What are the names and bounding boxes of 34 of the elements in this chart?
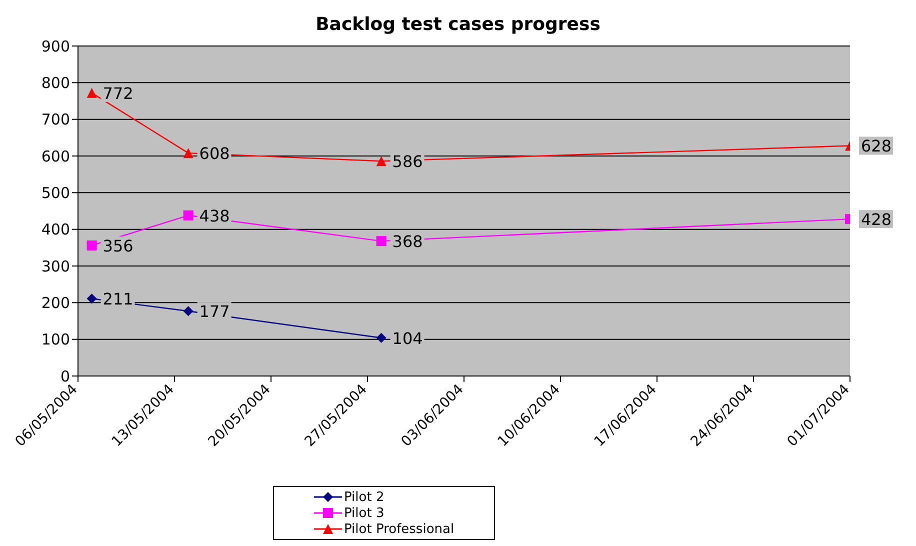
data-label: 628 xyxy=(861,136,892,156)
point xyxy=(86,88,97,98)
legend-label: Pilot Professional xyxy=(344,522,454,536)
data-label: 356 xyxy=(102,236,134,256)
data-label: 104 xyxy=(392,328,423,348)
data-label: 772 xyxy=(102,84,134,103)
y-tick-label: 400 xyxy=(41,220,70,239)
y-tick-label: 600 xyxy=(41,147,70,166)
point xyxy=(376,156,386,166)
y-tick-label: 200 xyxy=(41,294,70,312)
y-tick-label: 0 xyxy=(60,367,70,386)
point xyxy=(376,236,386,246)
point xyxy=(86,240,97,250)
y-tick-label: 300 xyxy=(41,257,70,276)
point xyxy=(183,306,194,316)
y-tick-label: 700 xyxy=(41,110,70,129)
point xyxy=(183,148,194,158)
data-label: 428 xyxy=(861,210,892,230)
point xyxy=(376,332,386,343)
data-label: 211 xyxy=(102,290,134,309)
chart-title: Backlog test cases progress xyxy=(316,14,600,35)
data-label: 608 xyxy=(199,144,230,164)
legend-label: Pilot 3 xyxy=(344,506,384,520)
point xyxy=(183,210,194,220)
y-tick-label: 900 xyxy=(41,37,70,56)
legend-label: Pilot 2 xyxy=(344,490,384,504)
data-label: 586 xyxy=(392,152,423,172)
data-label: 177 xyxy=(199,302,230,322)
y-tick-label: 500 xyxy=(41,184,70,202)
data-label: 368 xyxy=(392,232,423,252)
y-tick-label: 800 xyxy=(41,74,70,92)
data-label: 438 xyxy=(199,206,230,226)
y-tick-label: 100 xyxy=(41,330,70,349)
point xyxy=(86,294,97,304)
